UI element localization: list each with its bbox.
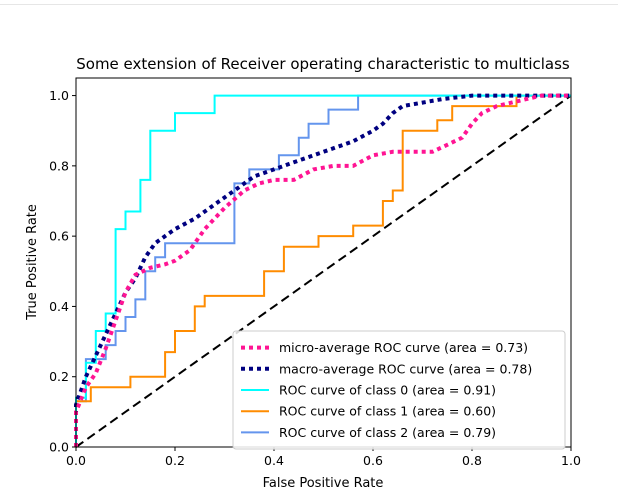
x-tick-label: 0.6 [363,453,383,468]
x-tick-label: 0.2 [165,453,185,468]
x-axis-label: False Positive Rate [263,476,384,491]
x-tick-label: 0.8 [462,453,482,468]
x-tick-label: 0.0 [66,453,86,468]
y-tick-label: 0.2 [49,369,69,384]
legend-label: micro-average ROC curve (area = 0.73) [279,340,528,355]
series-line-roc-curve-of-class-2-area-0-79 [75,94,571,447]
legend-label: ROC curve of class 1 (area = 0.60) [279,404,496,419]
series-line-roc-curve-of-class-0-area-0-91 [75,94,571,447]
y-tick-label: 1.0 [49,88,69,103]
legend-label: ROC curve of class 0 (area = 0.91) [279,383,496,398]
series-line-micro-average-roc-curve-area-0-73 [74,93,571,447]
y-tick-label: 0.6 [49,229,69,244]
series-line-roc-curve-of-class-1-area-0-60 [75,94,571,447]
legend-label: macro-average ROC curve (area = 0.78) [279,361,532,376]
y-tick-label: 0.0 [49,440,69,455]
chance-diagonal-line [75,94,572,448]
series-layer [74,93,572,448]
x-tick-label: 0.4 [264,453,284,468]
series-line-macro-average-roc-curve-area-0-78 [74,93,571,447]
y-tick-label: 0.8 [49,158,69,173]
y-tick-label: 0.4 [49,299,69,314]
y-axis-label: True Positive Rate [25,204,40,321]
ticks-layer: 0.0 0.2 0.4 0.6 0.8 1.0 0.0 0.2 0.4 0.6 0.8 1.0 [49,88,581,468]
legend-label: ROC curve of class 2 (area = 0.79) [279,425,496,440]
legend: micro-average ROC curve (area = 0.73) mac… [232,330,566,450]
chart-title: Some extension of Receiver operating cha… [76,55,570,73]
window-top-border [0,4,618,5]
legend-box [232,330,566,450]
x-tick-label: 1.0 [561,453,581,468]
